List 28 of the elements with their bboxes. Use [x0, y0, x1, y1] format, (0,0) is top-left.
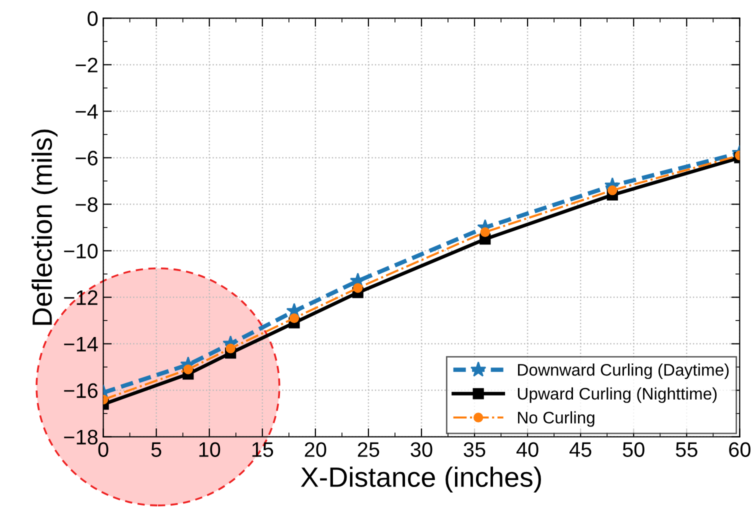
legend-label: Downward Curling (Daytime)	[518, 364, 729, 380]
y-tick-label: −16	[64, 383, 98, 398]
legend-label: No Curling	[518, 411, 594, 427]
x-tick-label: 20	[304, 442, 326, 457]
x-tick-label: 0	[98, 442, 108, 457]
y-tick-label: −18	[64, 430, 98, 445]
y-tick-label: −2	[76, 58, 98, 72]
x-tick-label: 15	[252, 442, 274, 457]
x-tick-label: 40	[516, 442, 538, 457]
x-tick-label: 35	[464, 442, 486, 457]
y-axis-title: Deflection (mils)	[32, 130, 58, 325]
x-tick-label: 10	[199, 442, 220, 457]
y-tick-label: −6	[76, 150, 98, 166]
x-tick-label: 55	[676, 442, 698, 457]
legend-label: Upward Curling (Nighttime)	[518, 387, 717, 403]
x-tick-label: 25	[358, 442, 380, 457]
y-tick-label: −10	[64, 244, 98, 259]
x-tick-label: 5	[151, 442, 162, 457]
y-tick-label: −8	[76, 197, 98, 212]
y-tick-label: 0	[88, 11, 98, 26]
x-tick-label: 60	[729, 442, 750, 457]
x-axis-title: X-Distance (inches)	[300, 466, 541, 493]
y-tick-label: −14	[64, 336, 98, 352]
x-tick-label: 50	[622, 442, 644, 457]
x-tick-label: 30	[410, 442, 432, 457]
y-tick-label: −4	[76, 104, 98, 119]
x-tick-label: 45	[569, 442, 592, 457]
y-tick-label: −12	[64, 290, 98, 305]
